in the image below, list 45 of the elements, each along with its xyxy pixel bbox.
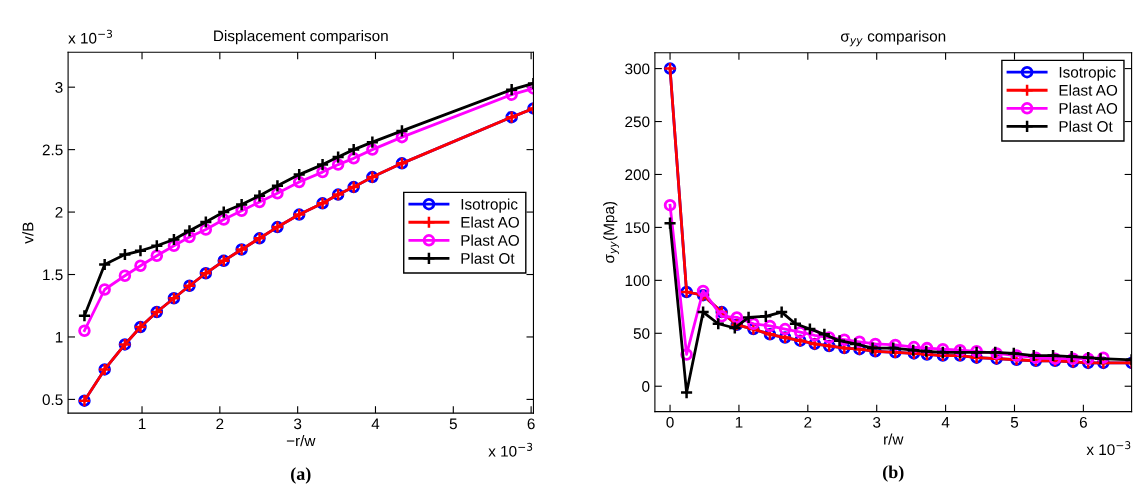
x-axis-title: r/w <box>884 433 904 445</box>
x-tick-label: 2 <box>804 416 812 428</box>
x-tick-label: 6 <box>527 418 535 430</box>
y-tick-label: 1.5 <box>43 269 63 281</box>
legend-label: Isotropic <box>461 198 518 213</box>
x-tick-label: 1 <box>138 418 146 430</box>
legend-label: Plast Ot <box>461 252 515 264</box>
legend-label: Isotropic <box>1059 66 1116 81</box>
text: (a) <box>291 467 311 484</box>
y-tick-label: 2 <box>55 206 63 218</box>
legend-label: Elast AO <box>1059 84 1118 96</box>
x-tick-label: 6 <box>1079 416 1087 428</box>
x-tick-label: 4 <box>371 418 380 430</box>
chart-title: Displacement comparison <box>214 30 388 45</box>
x-tick-label: 5 <box>1010 417 1019 428</box>
y-tick-label: 0 <box>642 381 650 392</box>
chart-title: σ$_{yy}$ comparison <box>840 30 946 47</box>
x-tick-label: 0 <box>666 416 674 428</box>
x-tick-label: 2 <box>216 418 224 430</box>
x-tick-label: 4 <box>941 417 950 428</box>
legend-label: Plast AO <box>461 234 519 246</box>
y-tick-label: 50 <box>633 328 650 339</box>
legend-label: Elast AO <box>461 216 519 228</box>
y-tick-label: 2.5 <box>42 144 63 156</box>
y-axis-title: v/B <box>22 222 34 244</box>
x-tick-label: 5 <box>449 418 457 430</box>
y-tick-label: 3 <box>55 82 63 93</box>
x-tick-label: 3 <box>294 418 302 430</box>
text: x 10$^{−3}$ <box>1086 441 1131 456</box>
text: x 10$^{−3}$ <box>68 29 113 44</box>
legend-label: Plast AO <box>1059 102 1118 114</box>
text: (b) <box>883 465 904 482</box>
y-tick-label: 100 <box>625 275 650 287</box>
y-tick-label: 150 <box>625 222 650 234</box>
x-axis-title: −r/w <box>286 435 316 447</box>
y-axis-title: σ$_{yy}$(Mpa) <box>603 201 619 263</box>
y-tick-label: 250 <box>625 116 650 128</box>
text: x 10$^{−3}$ <box>488 442 533 457</box>
x-tick-label: 3 <box>873 416 881 428</box>
legend-label: Plast Ot <box>1059 120 1113 132</box>
y-tick-label: 300 <box>625 63 650 75</box>
y-tick-label: 0.5 <box>42 394 63 406</box>
x-tick-label: 1 <box>735 417 743 428</box>
y-tick-label: 200 <box>625 169 650 181</box>
y-tick-label: 1 <box>55 331 63 343</box>
